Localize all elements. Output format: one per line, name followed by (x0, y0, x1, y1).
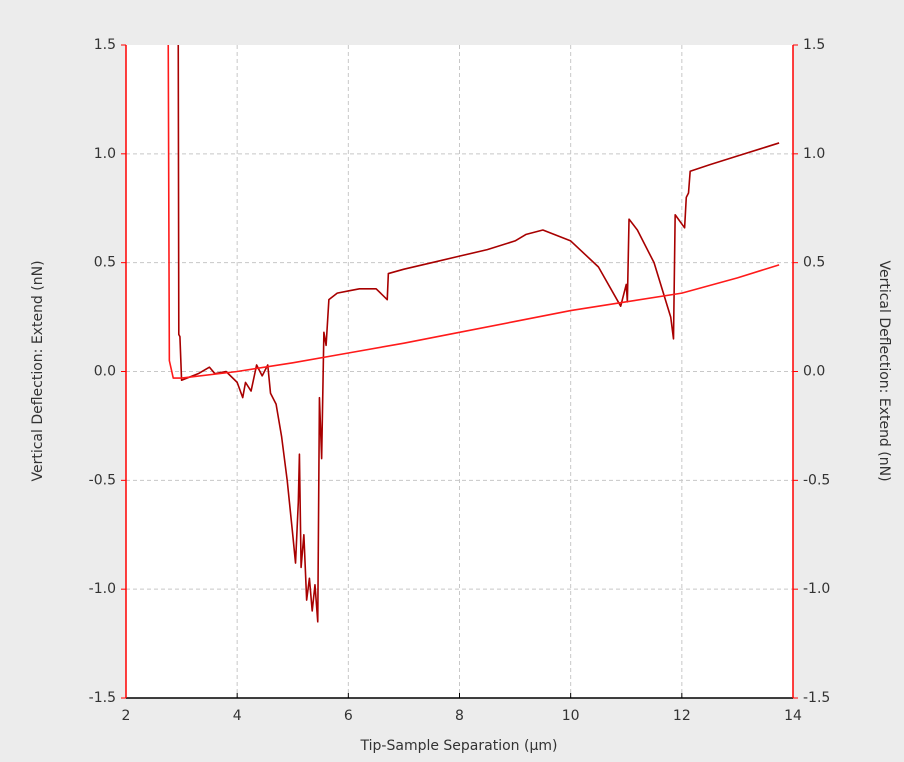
x-axis-label: Tip-Sample Separation (µm) (360, 738, 558, 754)
x-tick-label: 12 (673, 708, 691, 724)
y-tick-label: -1.0 (89, 581, 116, 597)
y2-tick-label: 1.5 (803, 37, 825, 53)
y2-tick-label: 0.0 (803, 364, 825, 380)
y-tick-label: -1.5 (89, 690, 116, 706)
y-tick-label: 0.5 (94, 255, 116, 271)
series-line (167, 44, 780, 379)
y-tick-label: 1.5 (94, 37, 116, 53)
y2-axis-label: Vertical Deflection: Extend (nN) (876, 260, 892, 481)
x-tick-label: 10 (562, 708, 580, 724)
x-tick-label: 4 (233, 708, 242, 724)
y-axis-label: Vertical Deflection: Extend (nN) (30, 260, 46, 481)
y-tick-label: 0.0 (94, 364, 116, 380)
x-tick-label: 8 (455, 708, 464, 724)
y-tick-label: 1.0 (94, 146, 116, 162)
x-tick-label: 6 (344, 708, 353, 724)
y2-tick-label: -1.0 (803, 581, 830, 597)
y2-tick-label: -0.5 (803, 472, 830, 488)
y2-tick-label: -1.5 (803, 690, 830, 706)
series-line (177, 44, 780, 623)
y2-tick-label: 0.5 (803, 255, 825, 271)
y-tick-label: -0.5 (89, 472, 116, 488)
x-tick-label: 2 (122, 708, 131, 724)
x-tick-label: 14 (784, 708, 802, 724)
y2-tick-label: 1.0 (803, 146, 825, 162)
